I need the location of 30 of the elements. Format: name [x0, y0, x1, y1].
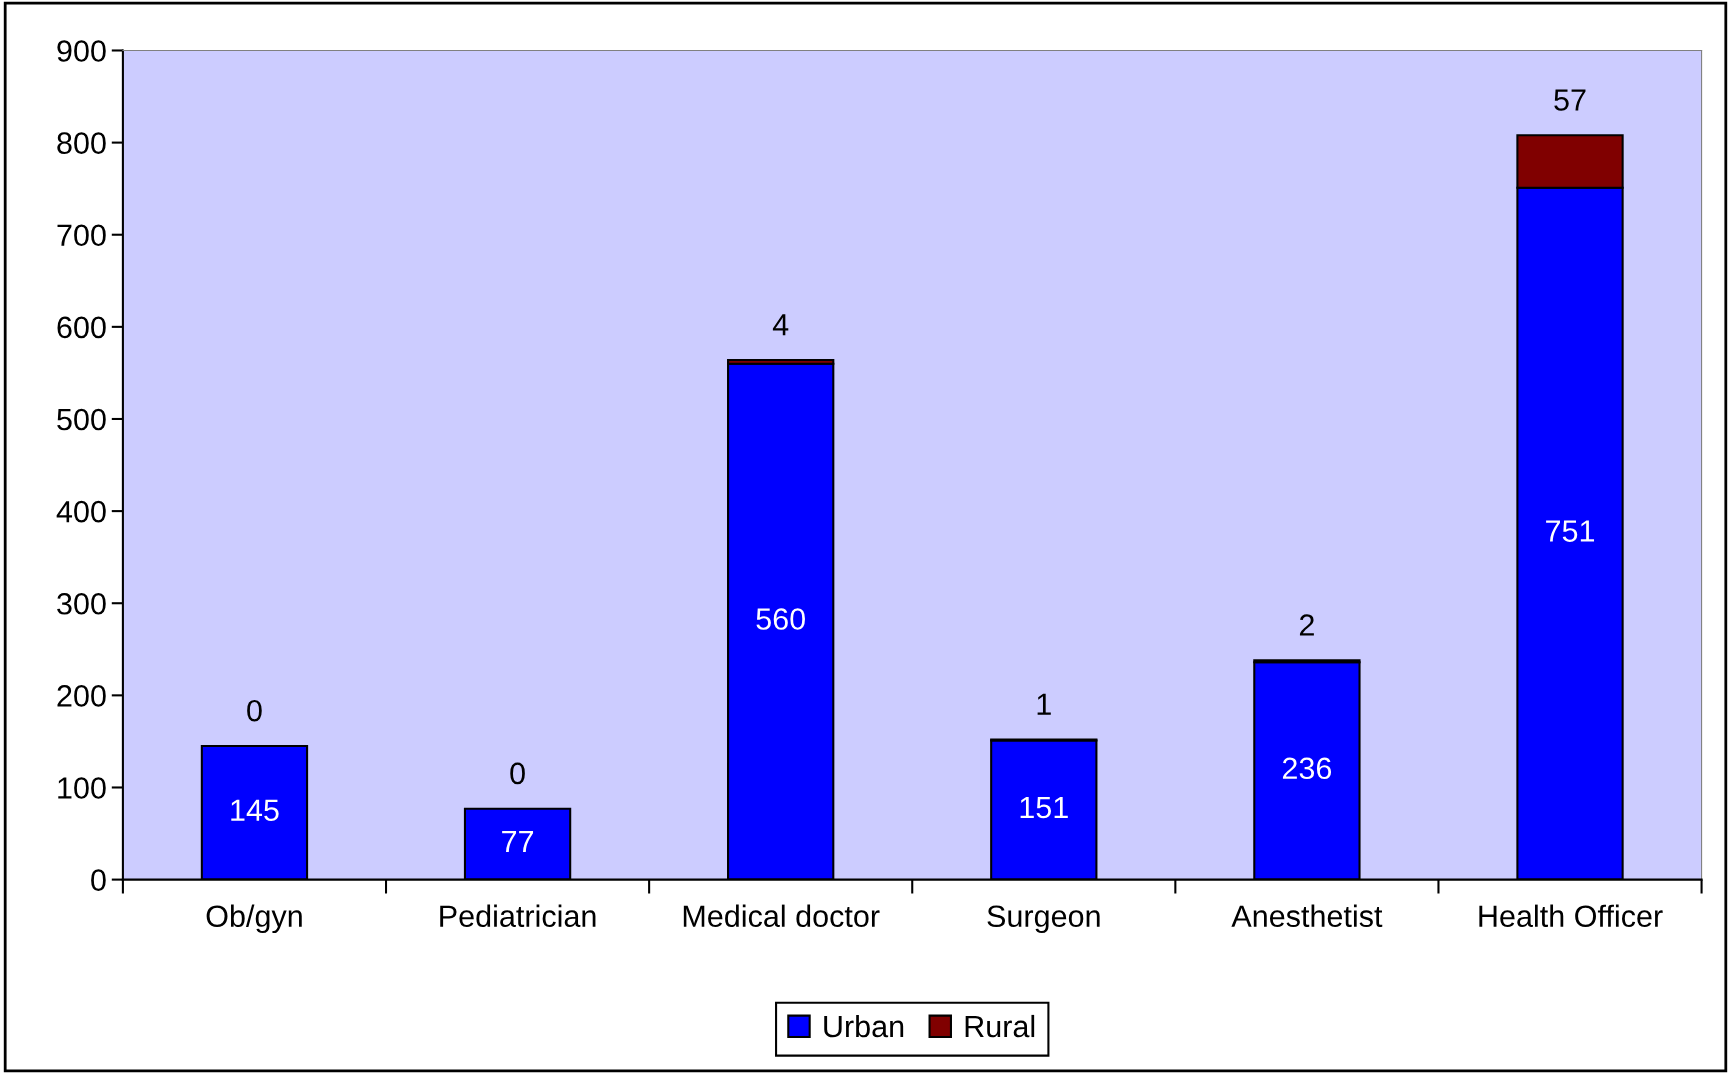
legend-label: Urban	[824, 1014, 904, 1038]
data-label: 751	[1546, 520, 1595, 542]
data-label: 151	[1020, 796, 1068, 819]
y-tick-label: 200	[57, 685, 106, 707]
data-label: 0	[510, 762, 525, 785]
x-tick-label: Pediatrician	[440, 904, 596, 928]
y-tick-label: 100	[58, 777, 106, 799]
data-label: 57	[1554, 89, 1586, 111]
y-tick-label: 800	[57, 132, 106, 154]
x-tick-label: Health Officer	[1479, 904, 1663, 928]
data-label: 145	[231, 799, 279, 822]
y-tick-label: 400	[56, 500, 106, 523]
y-tick-label: 500	[57, 408, 106, 431]
y-tick-label: 600	[57, 316, 106, 339]
data-label: 560	[756, 608, 805, 630]
y-tick-label: 0	[91, 869, 106, 891]
x-tick-label: Anesthetist	[1231, 904, 1383, 928]
data-label: 2	[1299, 614, 1314, 636]
y-tick-label: 300	[57, 592, 106, 615]
y-tick-label: 900	[57, 40, 106, 62]
data-label: 1	[1037, 693, 1051, 715]
x-tick-label: Medical doctor	[683, 904, 880, 928]
x-tick-label: Surgeon	[987, 905, 1100, 934]
data-label: 0	[247, 699, 262, 722]
data-label: 77	[502, 831, 534, 853]
data-label: 236	[1282, 757, 1332, 780]
data-label: 4	[772, 314, 789, 336]
x-tick-label: Ob/gyn	[206, 904, 302, 934]
legend-label: Rural	[965, 1014, 1035, 1038]
y-tick-label: 700	[57, 224, 106, 247]
